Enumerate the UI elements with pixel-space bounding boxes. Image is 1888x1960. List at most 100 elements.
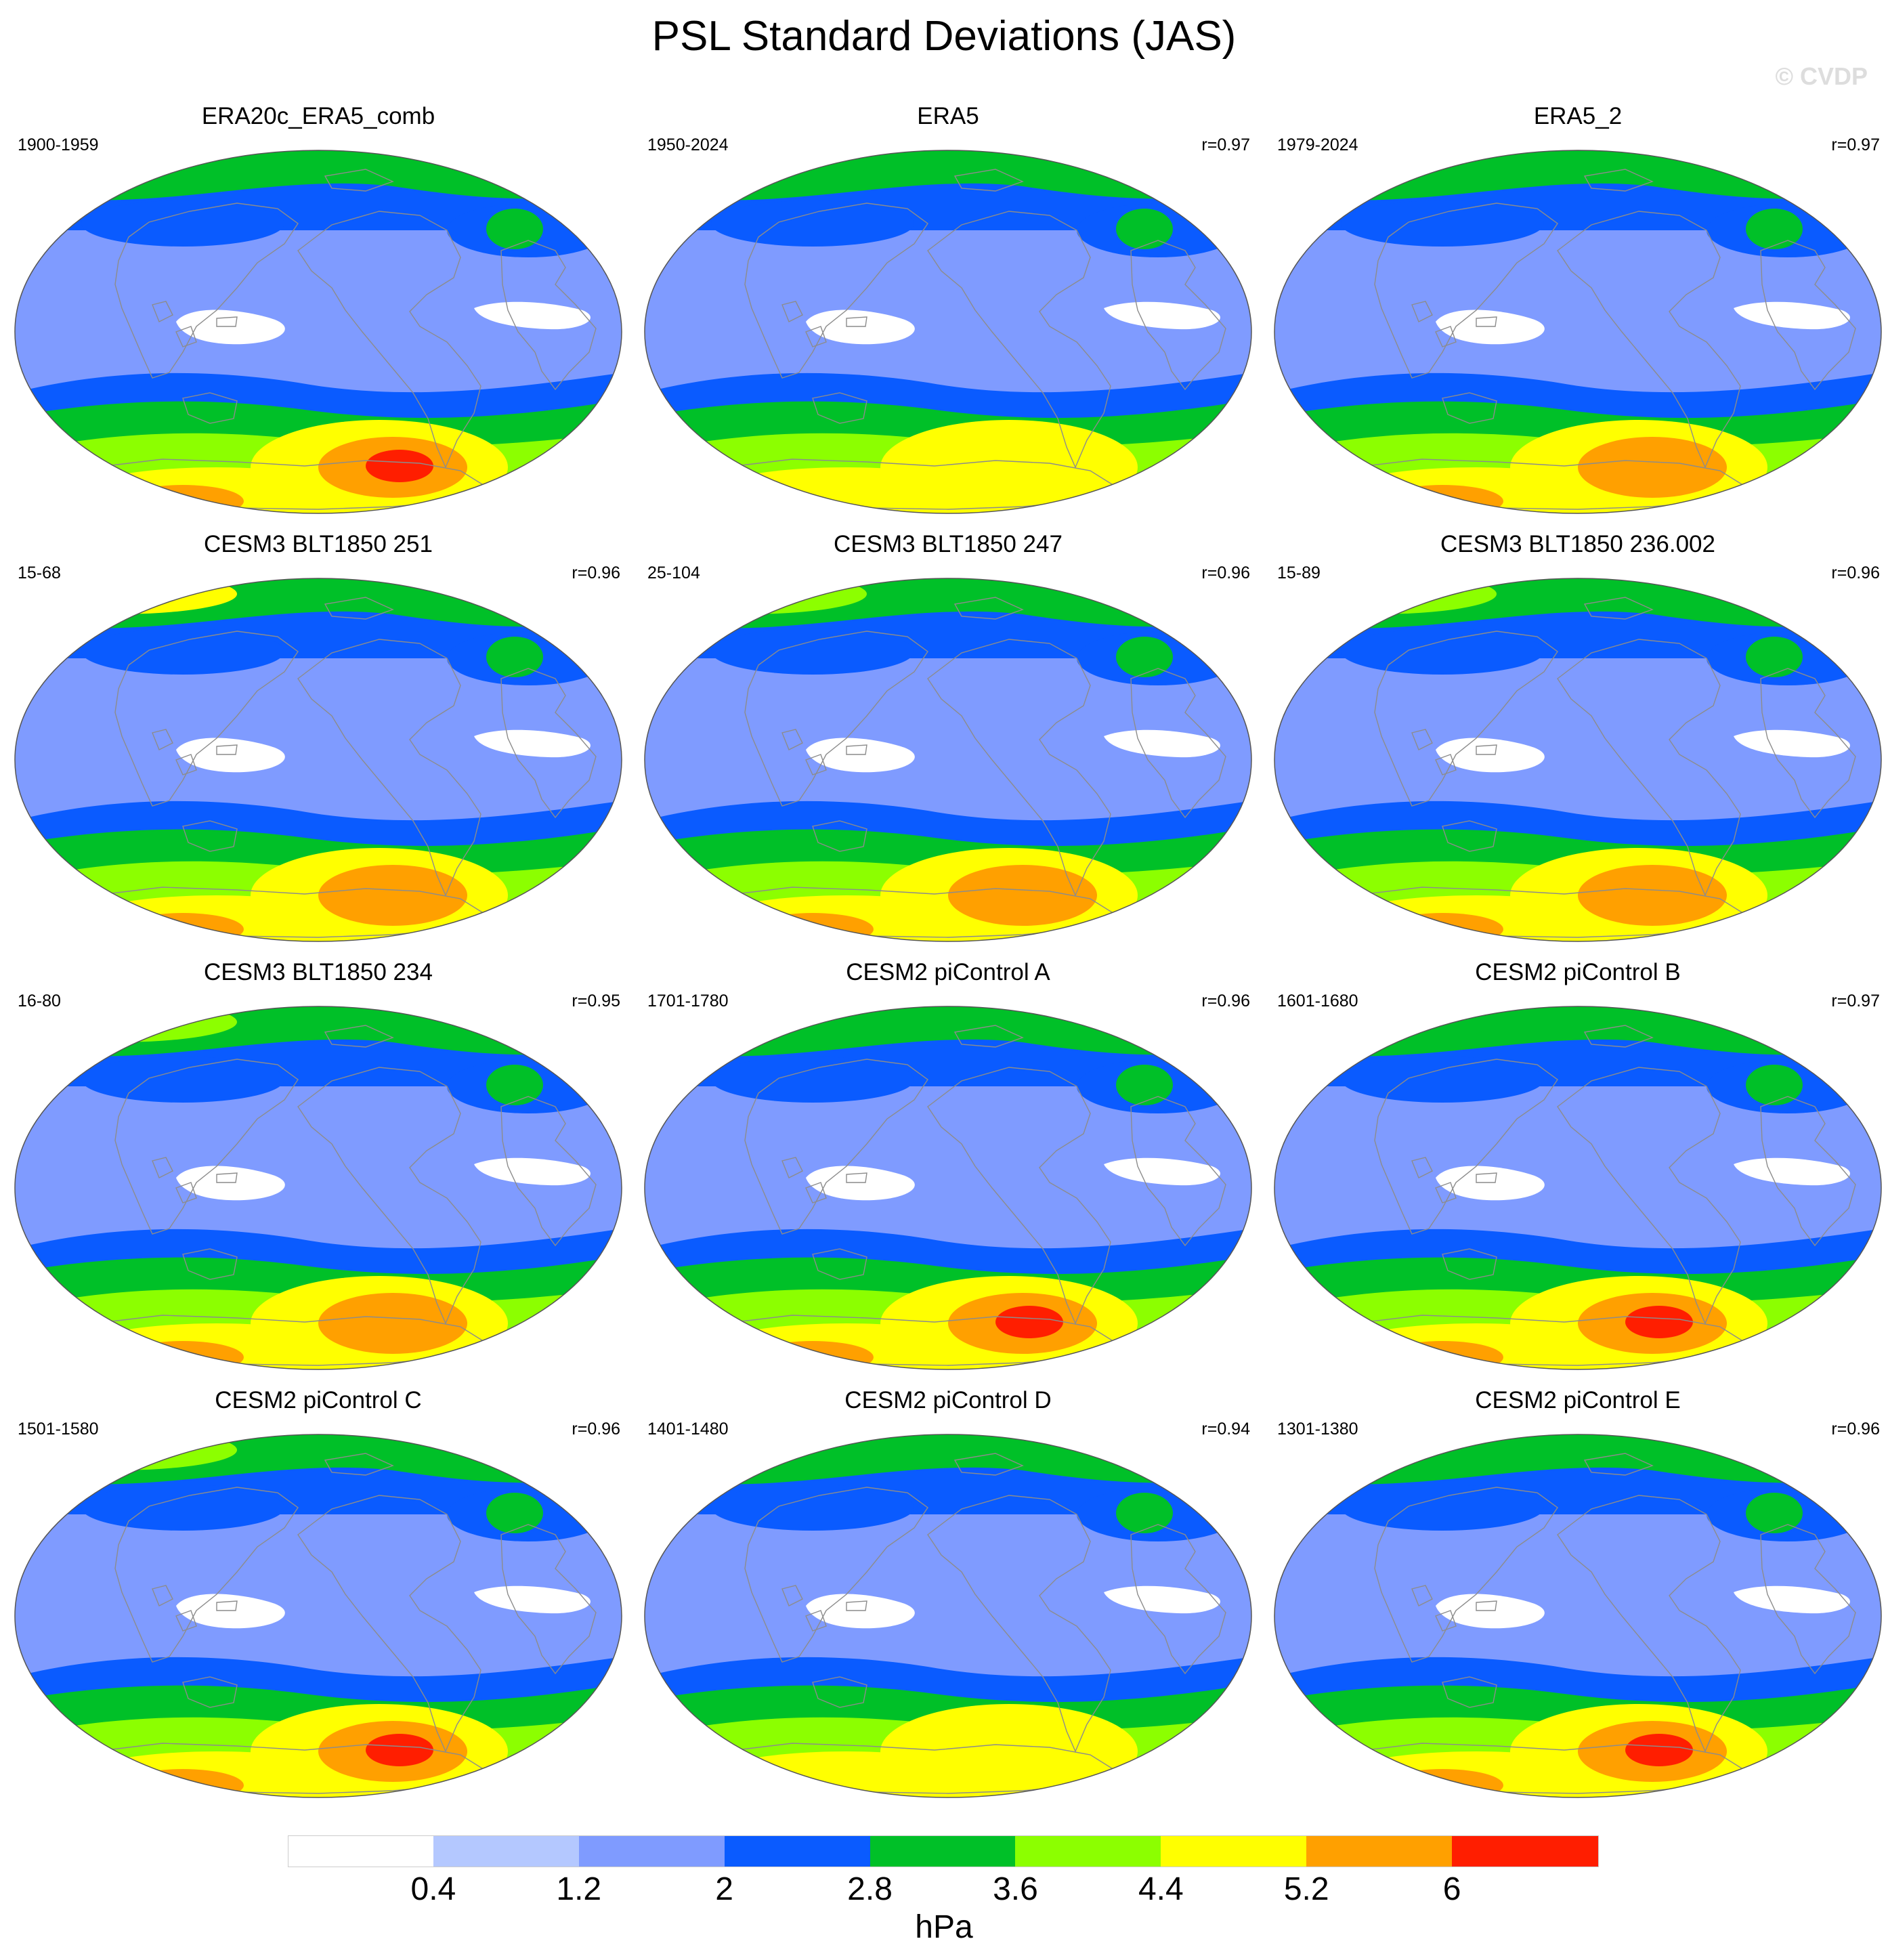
map-panel: CESM3 BLT1850 251 15-68 r=0.96 (7, 530, 630, 950)
tropical-minimum-atlantic (474, 1157, 591, 1186)
coastline (216, 1172, 238, 1183)
colorbar-frame (288, 1835, 1599, 1867)
coastline (1130, 668, 1226, 819)
coastline (182, 1676, 238, 1708)
map-panel: CESM2 piControl A 1701-1780 r=0.96 (637, 958, 1260, 1378)
coastline (927, 1067, 1111, 1325)
map-outline (14, 578, 622, 942)
psl-stddev-map (1274, 1434, 1882, 1798)
panel-title: CESM2 piControl A (846, 959, 1050, 985)
coastline (324, 1453, 394, 1476)
coastline (812, 820, 867, 852)
north-atlantic-track (711, 1057, 914, 1103)
aleutian-maximum (486, 637, 543, 677)
colorbar-units: hPa (915, 1909, 973, 1945)
tropical-minimum-pacific (1436, 1166, 1545, 1201)
map-panel: ERA20c_ERA5_comb 1900-1959 (7, 102, 630, 521)
panel-title: ERA5_2 (1533, 103, 1623, 129)
panel-title: CESM2 piControl D (844, 1387, 1052, 1413)
psl-stddev-map (1274, 1006, 1882, 1370)
coastline (1435, 326, 1457, 347)
southern-maximum-core (1625, 1306, 1693, 1338)
tropical-minimum-atlantic (1734, 301, 1850, 330)
psl-stddev-map (644, 1006, 1252, 1370)
panel-title: CESM2 piControl E (1475, 1387, 1681, 1413)
coastline (175, 1182, 197, 1203)
map-outline (644, 578, 1252, 942)
psl-stddev-map (14, 150, 622, 514)
coastline (953, 597, 1024, 620)
colorbar (288, 1835, 1599, 1868)
panel-pattern-correlation: r=0.96 (1201, 992, 1250, 1010)
southern-maximum-core (995, 878, 1063, 910)
aleutian-maximum (1116, 209, 1173, 249)
north-atlantic-track (81, 200, 284, 247)
map-panel: CESM3 BLT1850 236.002 15-89 r=0.96 (1266, 530, 1888, 950)
southern-maximum-core (366, 1734, 433, 1766)
panel-years: 1979-2024 (1277, 135, 1358, 154)
north-atlantic-track (81, 1057, 284, 1103)
coastline (114, 1487, 299, 1663)
psl-stddev-map (644, 578, 1252, 942)
colorbar-tick-label: 1.2 (556, 1871, 602, 1907)
panel-title: CESM2 piControl C (215, 1387, 422, 1413)
coastline (953, 169, 1024, 192)
colorbar-tick-label: 0.4 (410, 1871, 456, 1907)
map-panel: CESM2 piControl C 1501-1580 r=0.96 (7, 1386, 630, 1806)
coastline (781, 729, 803, 750)
panel-title: CESM3 BLT1850 236.002 (1440, 531, 1715, 557)
colorbar-tick-label: 5.2 (1283, 1871, 1329, 1907)
psl-stddev-map (14, 1006, 622, 1370)
map-outline (1274, 1006, 1882, 1370)
coastline (175, 326, 197, 347)
psl-stddev-map (14, 578, 622, 942)
aleutian-maximum (486, 1493, 543, 1533)
coastline (297, 1495, 481, 1753)
aleutian-maximum (486, 1065, 543, 1105)
map-outline (644, 1434, 1252, 1798)
coastline (1583, 169, 1654, 192)
colorbar-cell (870, 1835, 1016, 1867)
coastline (1760, 240, 1856, 391)
coastline (500, 1096, 597, 1247)
coastline (1435, 1182, 1457, 1203)
colorbar-tick-label: 2.8 (847, 1871, 893, 1907)
psl-stddev-map (14, 1434, 622, 1798)
panel-years: 1401-1480 (647, 1420, 729, 1439)
panel-title: CESM3 BLT1850 251 (204, 531, 433, 557)
coastline (175, 1610, 197, 1632)
north-atlantic-track (1341, 1485, 1544, 1531)
coastline (1557, 1495, 1741, 1753)
coastline (1411, 1157, 1433, 1178)
coastline (175, 754, 197, 775)
panel-pattern-correlation: r=0.96 (1831, 1420, 1880, 1439)
tropical-minimum-pacific (176, 1166, 285, 1201)
coastline (953, 1453, 1024, 1476)
coastline (1130, 1524, 1226, 1675)
map-panel: CESM2 piControl B 1601-1680 r=0.97 (1266, 958, 1888, 1378)
north-atlantic-track (1341, 1057, 1544, 1103)
map-outline (644, 150, 1252, 514)
panel-title: ERA5 (917, 103, 979, 129)
colorbar-cell (433, 1835, 580, 1867)
coastline (927, 211, 1111, 469)
colorbar-tick-label: 6 (1442, 1871, 1461, 1907)
coastline (744, 203, 928, 379)
coastline (1130, 240, 1226, 391)
coastline (927, 1495, 1111, 1753)
tropical-minimum-atlantic (1104, 301, 1220, 330)
colorbar-cell (1161, 1835, 1308, 1867)
coastline (1583, 597, 1654, 620)
colorbar-cell (724, 1835, 871, 1867)
map-outline (1274, 150, 1882, 514)
panel-pattern-correlation: r=0.96 (1831, 563, 1880, 582)
coastline (781, 301, 803, 322)
coastline (324, 597, 394, 620)
map-outline (1274, 1434, 1882, 1798)
coastline (1583, 1025, 1654, 1048)
aleutian-maximum (1746, 209, 1803, 249)
coastline (297, 639, 481, 897)
tropical-minimum-pacific (806, 310, 915, 345)
panel-years: 1601-1680 (1277, 992, 1358, 1010)
coastline (152, 1585, 173, 1606)
